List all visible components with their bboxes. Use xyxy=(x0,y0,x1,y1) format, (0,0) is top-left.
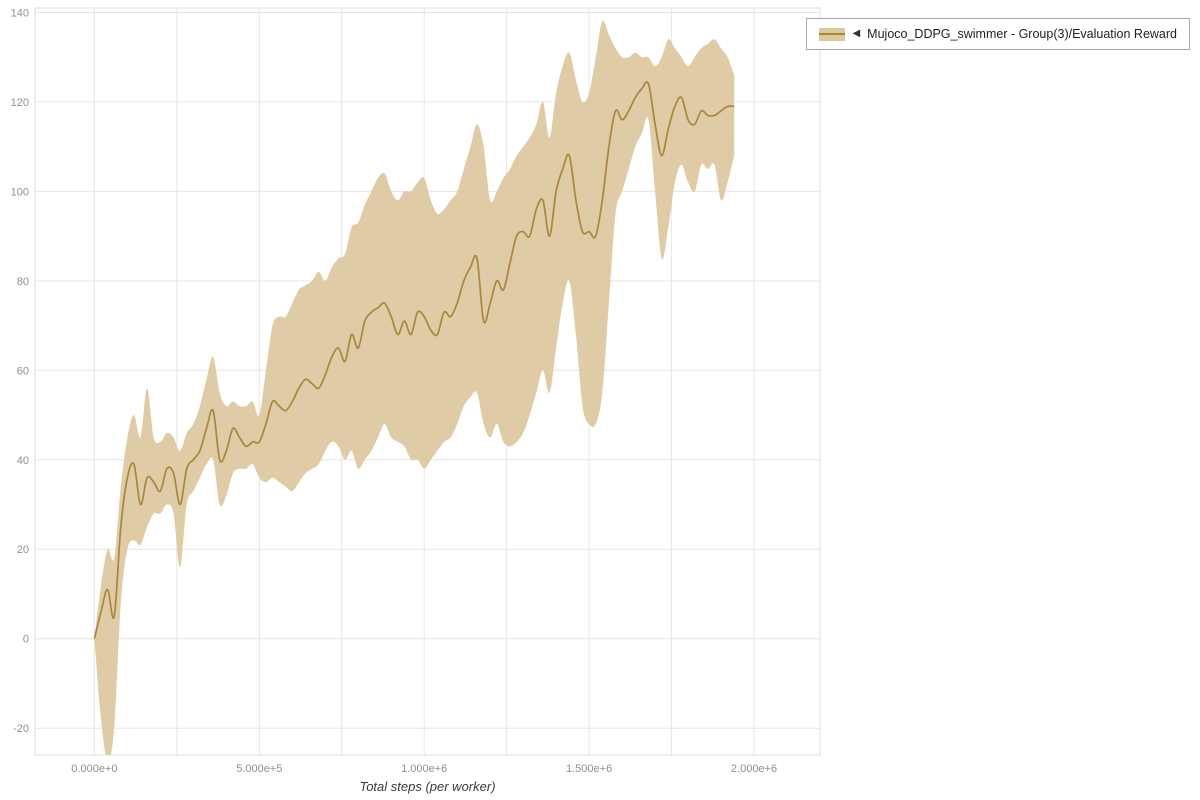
svg-text:5.000e+5: 5.000e+5 xyxy=(236,763,282,775)
confidence-band xyxy=(94,20,735,755)
svg-text:120: 120 xyxy=(11,97,29,109)
svg-text:0: 0 xyxy=(23,634,29,646)
legend-series-marker xyxy=(819,27,846,41)
x-axis-label: Total steps (per worker) xyxy=(359,779,496,794)
svg-text:40: 40 xyxy=(17,455,29,467)
svg-text:1.500e+6: 1.500e+6 xyxy=(566,763,612,775)
svg-text:20: 20 xyxy=(17,544,29,556)
svg-text:2.000e+6: 2.000e+6 xyxy=(731,763,777,775)
svg-text:100: 100 xyxy=(11,186,29,198)
legend-collapse-icon[interactable]: ◀ xyxy=(852,28,861,39)
svg-text:0.000e+0: 0.000e+0 xyxy=(71,763,117,775)
svg-text:60: 60 xyxy=(17,365,29,377)
svg-text:1.000e+6: 1.000e+6 xyxy=(401,763,447,775)
y-axis-ticks: -20 0 20 40 60 80 100 120 140 xyxy=(11,8,29,736)
mean-line xyxy=(93,81,735,639)
x-axis-ticks: 0.000e+0 5.000e+5 1.000e+6 1.500e+6 2.000e+6 xyxy=(71,763,777,775)
svg-text:140: 140 xyxy=(11,8,29,20)
legend-series-label[interactable]: Mujoco_DDPG_swimmer - Group(3)/Evaluatio… xyxy=(867,27,1177,41)
svg-text:80: 80 xyxy=(17,276,29,288)
plot-border xyxy=(34,7,821,756)
legend-series-line xyxy=(819,32,846,35)
legend[interactable]: ◀ Mujoco_DDPG_swimmer - Group(3)/Evaluat… xyxy=(806,18,1190,50)
svg-text:-20: -20 xyxy=(13,723,29,735)
